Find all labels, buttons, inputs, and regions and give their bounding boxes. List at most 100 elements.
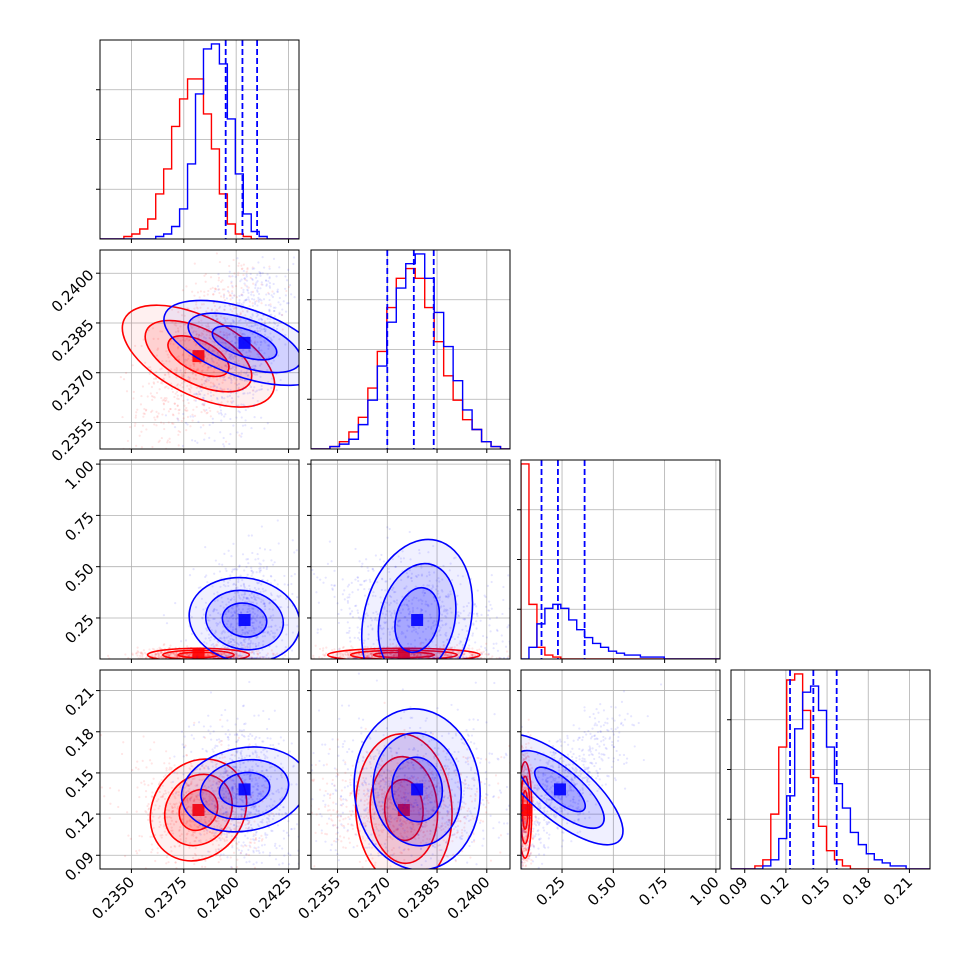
sample-point-red xyxy=(174,845,177,848)
sample-point-red xyxy=(212,382,215,385)
sample-point-blue xyxy=(412,629,415,632)
sample-point-red xyxy=(194,330,198,333)
sample-point-red xyxy=(234,785,237,788)
sample-point-red xyxy=(351,646,354,649)
sample-point-blue xyxy=(429,647,432,650)
sample-point-blue xyxy=(268,321,271,324)
sample-point-blue xyxy=(231,292,234,295)
sample-point-blue xyxy=(472,622,475,625)
sample-point-red xyxy=(260,302,263,305)
sample-point-blue xyxy=(247,534,250,537)
sample-point-red xyxy=(204,815,208,819)
sample-point-red xyxy=(170,768,173,771)
sample-point-red xyxy=(450,646,454,650)
sample-point-blue xyxy=(257,349,260,353)
sample-point-blue xyxy=(440,619,444,622)
sample-point-blue xyxy=(256,287,260,290)
sample-point-blue xyxy=(406,576,409,579)
sample-point-blue xyxy=(241,388,244,391)
sample-point-red xyxy=(161,794,165,797)
sample-point-red xyxy=(443,653,446,657)
sample-point-blue xyxy=(411,625,414,628)
sample-point-blue xyxy=(442,640,445,644)
sample-point-blue xyxy=(254,390,257,393)
sample-point-blue xyxy=(261,635,264,638)
sample-point-blue xyxy=(441,578,444,581)
sample-point-red xyxy=(219,355,222,358)
sample-point-blue xyxy=(258,329,262,332)
sample-point-red xyxy=(195,405,198,409)
sample-point-blue xyxy=(256,290,259,293)
sample-point-blue xyxy=(243,371,246,374)
sample-point-red xyxy=(209,409,212,413)
sample-point-red xyxy=(147,329,150,332)
sample-point-blue xyxy=(289,284,292,287)
sample-point-blue xyxy=(415,575,419,578)
sample-point-red xyxy=(162,402,165,405)
sample-point-blue xyxy=(501,640,504,643)
sample-point-blue xyxy=(244,600,247,603)
sample-point-red xyxy=(216,644,219,647)
sample-point-red xyxy=(271,290,274,293)
histogram-red xyxy=(311,267,510,449)
sample-point-blue xyxy=(269,592,273,595)
sample-point-blue xyxy=(245,565,248,569)
sample-point-red xyxy=(155,652,158,656)
sample-point-red xyxy=(207,348,210,351)
sample-point-blue xyxy=(406,624,409,627)
sample-point-red xyxy=(223,388,226,391)
sample-point-blue xyxy=(261,272,264,275)
sample-point-red xyxy=(181,338,184,341)
sample-point-red xyxy=(451,646,454,649)
sample-point-blue xyxy=(262,602,265,605)
sample-point-blue xyxy=(435,620,439,623)
sample-point-blue xyxy=(264,328,267,331)
sample-point-blue xyxy=(234,275,237,278)
sample-point-blue xyxy=(256,327,259,330)
sample-point-blue xyxy=(420,573,424,576)
sample-point-red xyxy=(187,348,190,352)
sample-point-red xyxy=(171,320,174,324)
sample-point-red xyxy=(234,355,237,358)
sample-point-blue xyxy=(258,298,262,301)
sample-point-blue xyxy=(267,336,270,339)
sample-point-blue xyxy=(236,383,239,387)
sample-point-red xyxy=(150,395,154,398)
sample-point-blue xyxy=(253,386,256,389)
sample-point-blue xyxy=(210,357,213,360)
sample-point-blue xyxy=(393,612,397,615)
sample-point-blue xyxy=(359,583,362,586)
sample-point-blue xyxy=(220,395,224,399)
sample-point-blue xyxy=(244,372,248,375)
sample-point-red xyxy=(208,336,211,340)
sample-point-red xyxy=(287,285,291,289)
sample-point-blue xyxy=(270,625,273,628)
sample-point-blue xyxy=(424,610,427,613)
sample-point-blue xyxy=(424,603,427,606)
sample-point-red xyxy=(341,646,345,649)
sample-point-blue xyxy=(367,569,370,572)
sample-point-blue xyxy=(286,583,290,586)
sample-point-blue xyxy=(338,648,341,651)
sample-point-blue xyxy=(259,343,262,346)
sample-point-blue xyxy=(244,424,247,427)
sample-point-red xyxy=(126,439,130,443)
sample-point-blue xyxy=(236,313,239,316)
sample-point-red xyxy=(203,736,207,739)
sample-point-red xyxy=(167,371,170,374)
sample-point-red xyxy=(219,295,223,298)
sample-point-blue xyxy=(267,220,269,222)
sample-point-blue xyxy=(408,625,411,628)
sample-point-red xyxy=(218,347,221,350)
sample-point-blue xyxy=(276,594,279,597)
sample-point-blue xyxy=(262,640,265,643)
sample-point-blue xyxy=(486,614,490,617)
sample-point-blue xyxy=(260,600,263,604)
sample-point-red xyxy=(246,309,249,312)
sample-point-blue xyxy=(270,559,273,562)
sample-point-blue xyxy=(231,628,235,631)
sample-point-red xyxy=(152,337,155,340)
sample-point-red xyxy=(176,417,180,421)
sample-point-blue xyxy=(324,240,326,242)
sample-point-blue xyxy=(212,385,215,388)
